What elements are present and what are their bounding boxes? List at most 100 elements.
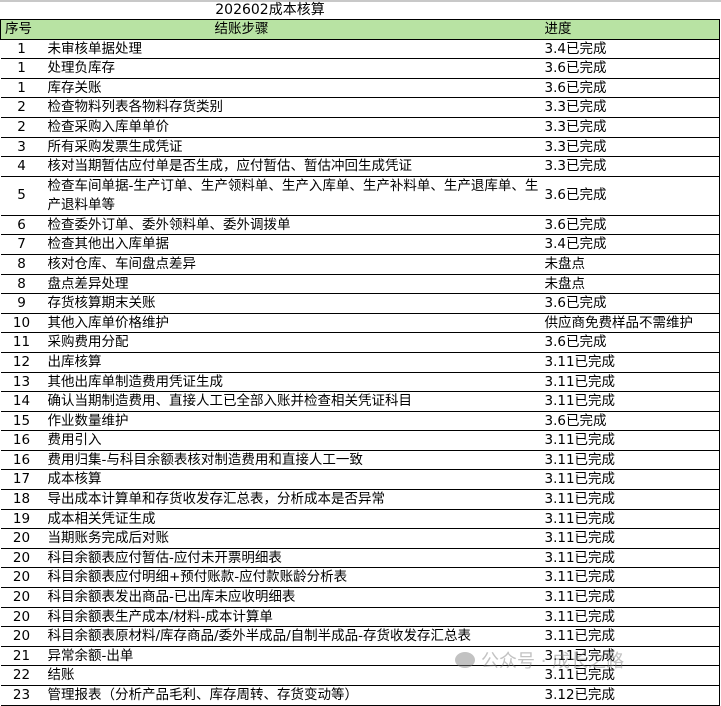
row-step[interactable]: 检查其他出入库单据 xyxy=(42,234,541,255)
row-seq[interactable]: 16 xyxy=(0,449,43,471)
row-step[interactable]: 检查采购入库单单价 xyxy=(42,116,541,138)
row-progress[interactable]: 3.3已完成 xyxy=(540,97,720,118)
row-seq[interactable]: 7 xyxy=(0,234,43,255)
row-progress[interactable]: 未盘点 xyxy=(540,253,720,275)
row-progress[interactable]: 3.11已完成 xyxy=(540,430,720,451)
row-step[interactable]: 科目余额表生产成本/材料-成本计算单 xyxy=(42,606,541,628)
header-progress[interactable]: 进度 xyxy=(540,19,720,40)
row-step[interactable]: 结账 xyxy=(42,665,541,686)
row-progress[interactable]: 3.11已完成 xyxy=(540,489,720,510)
row-progress[interactable]: 3.11已完成 xyxy=(540,547,720,569)
row-seq[interactable]: 9 xyxy=(0,293,43,314)
row-seq[interactable]: 23 xyxy=(0,685,43,706)
row-step[interactable]: 检查车间单据-生产订单、生产领料单、生产入库单、生产补料单、生产退库单、生产退料… xyxy=(42,175,541,216)
row-seq[interactable]: 15 xyxy=(0,410,43,432)
row-step[interactable]: 其他入库单价格维护 xyxy=(42,312,541,334)
row-progress[interactable]: 3.11已完成 xyxy=(540,587,720,608)
row-step[interactable]: 费用归集-与科目余额表核对制造费用和直接人工一致 xyxy=(42,449,541,471)
row-step[interactable]: 管理报表（分析产品毛利、库存周转、存货变动等） xyxy=(42,685,541,706)
row-seq[interactable]: 18 xyxy=(0,489,43,510)
row-step[interactable]: 费用引入 xyxy=(42,430,541,451)
row-seq[interactable]: 16 xyxy=(0,430,43,451)
row-seq[interactable]: 17 xyxy=(0,469,43,491)
row-progress[interactable]: 3.11已完成 xyxy=(540,469,720,491)
row-progress[interactable]: 3.11已完成 xyxy=(540,391,720,412)
row-seq[interactable]: 1 xyxy=(0,77,43,99)
row-step[interactable]: 采购费用分配 xyxy=(42,332,541,353)
header-seq[interactable]: 序号 xyxy=(0,19,43,40)
row-step[interactable]: 盘点差异处理 xyxy=(42,273,541,295)
row-progress[interactable]: 3.11已完成 xyxy=(540,665,720,686)
row-seq[interactable]: 5 xyxy=(0,175,43,216)
row-step[interactable]: 异常余额-出单 xyxy=(42,645,541,667)
row-seq[interactable]: 11 xyxy=(0,332,43,353)
row-progress[interactable]: 3.11已完成 xyxy=(540,645,720,667)
row-progress[interactable]: 3.11已完成 xyxy=(540,606,720,628)
row-seq[interactable]: 3 xyxy=(0,136,43,158)
row-progress[interactable]: 供应商免费样品不需维护 xyxy=(540,312,720,334)
row-seq[interactable]: 20 xyxy=(0,528,43,549)
row-seq[interactable]: 8 xyxy=(0,253,43,275)
row-seq[interactable]: 6 xyxy=(0,214,43,236)
row-seq[interactable]: 12 xyxy=(0,351,43,373)
row-progress[interactable]: 3.11已完成 xyxy=(540,449,720,471)
row-seq[interactable]: 1 xyxy=(0,38,43,60)
row-seq[interactable]: 2 xyxy=(0,116,43,138)
row-seq[interactable]: 2 xyxy=(0,97,43,118)
row-seq[interactable]: 1 xyxy=(0,58,43,79)
row-seq[interactable]: 20 xyxy=(0,567,43,589)
row-progress[interactable]: 3.6已完成 xyxy=(540,175,720,216)
row-step[interactable]: 科目余额表原材料/库存商品/委外半成品/自制半成品-存货收发存汇总表 xyxy=(42,626,541,647)
row-step[interactable]: 核对仓库、车间盘点差异 xyxy=(42,253,541,275)
row-step[interactable]: 科目余额表应付明细+预付账款-应付款账龄分析表 xyxy=(42,567,541,589)
row-seq[interactable]: 20 xyxy=(0,626,43,647)
row-progress[interactable]: 3.11已完成 xyxy=(540,528,720,549)
row-step[interactable]: 库存关账 xyxy=(42,77,541,99)
row-step[interactable]: 成本相关凭证生成 xyxy=(42,508,541,530)
row-seq[interactable]: 20 xyxy=(0,587,43,608)
row-seq[interactable]: 21 xyxy=(0,645,43,667)
row-progress[interactable]: 3.4已完成 xyxy=(540,38,720,60)
row-progress[interactable]: 未盘点 xyxy=(540,273,720,295)
row-step[interactable]: 科目余额表应付暂估-应付未开票明细表 xyxy=(42,547,541,569)
row-progress[interactable]: 3.4已完成 xyxy=(540,234,720,255)
row-step[interactable]: 导出成本计算单和存货收发存汇总表，分析成本是否异常 xyxy=(42,489,541,510)
row-progress[interactable]: 3.6已完成 xyxy=(540,332,720,353)
row-step[interactable]: 成本核算 xyxy=(42,469,541,491)
row-progress[interactable]: 3.3已完成 xyxy=(540,136,720,158)
row-progress[interactable]: 3.11已完成 xyxy=(540,626,720,647)
row-progress[interactable]: 3.3已完成 xyxy=(540,116,720,138)
row-progress[interactable]: 3.11已完成 xyxy=(540,351,720,373)
row-progress[interactable]: 3.11已完成 xyxy=(540,371,720,393)
row-seq[interactable]: 20 xyxy=(0,547,43,569)
row-seq[interactable]: 22 xyxy=(0,665,43,686)
row-seq[interactable]: 14 xyxy=(0,391,43,412)
row-step[interactable]: 检查物料列表各物料存货类别 xyxy=(42,97,541,118)
header-step[interactable]: 结账步骤 xyxy=(42,19,541,40)
row-progress[interactable]: 3.6已完成 xyxy=(540,58,720,79)
row-progress[interactable]: 3.11已完成 xyxy=(540,508,720,530)
row-seq[interactable]: 8 xyxy=(0,273,43,295)
row-step[interactable]: 科目余额表发出商品-已出库未应收明细表 xyxy=(42,587,541,608)
row-step[interactable]: 核对当期暂估应付单是否生成，应付暂估、暂估冲回生成凭证 xyxy=(42,156,541,177)
row-step[interactable]: 当期账务完成后对账 xyxy=(42,528,541,549)
row-seq[interactable]: 13 xyxy=(0,371,43,393)
row-step[interactable]: 出库核算 xyxy=(42,351,541,373)
row-progress[interactable]: 3.11已完成 xyxy=(540,567,720,589)
row-step[interactable]: 存货核算期末关账 xyxy=(42,293,541,314)
row-step[interactable]: 处理负库存 xyxy=(42,58,541,79)
row-progress[interactable]: 3.6已完成 xyxy=(540,214,720,236)
row-step[interactable]: 检查委外订单、委外领料单、委外调拨单 xyxy=(42,214,541,236)
row-progress[interactable]: 3.6已完成 xyxy=(540,77,720,99)
row-seq[interactable]: 10 xyxy=(0,312,43,334)
row-step[interactable]: 作业数量维护 xyxy=(42,410,541,432)
row-progress[interactable]: 3.6已完成 xyxy=(540,293,720,314)
row-step[interactable]: 确认当期制造费用、直接人工已全部入账并检查相关凭证科目 xyxy=(42,391,541,412)
row-step[interactable]: 未审核单据处理 xyxy=(42,38,541,60)
row-seq[interactable]: 19 xyxy=(0,508,43,530)
row-seq[interactable]: 4 xyxy=(0,156,43,177)
row-step[interactable]: 其他出库单制造费用凭证生成 xyxy=(42,371,541,393)
row-progress[interactable]: 3.3已完成 xyxy=(540,156,720,177)
row-seq[interactable]: 20 xyxy=(0,606,43,628)
row-step[interactable]: 所有采购发票生成凭证 xyxy=(42,136,541,158)
